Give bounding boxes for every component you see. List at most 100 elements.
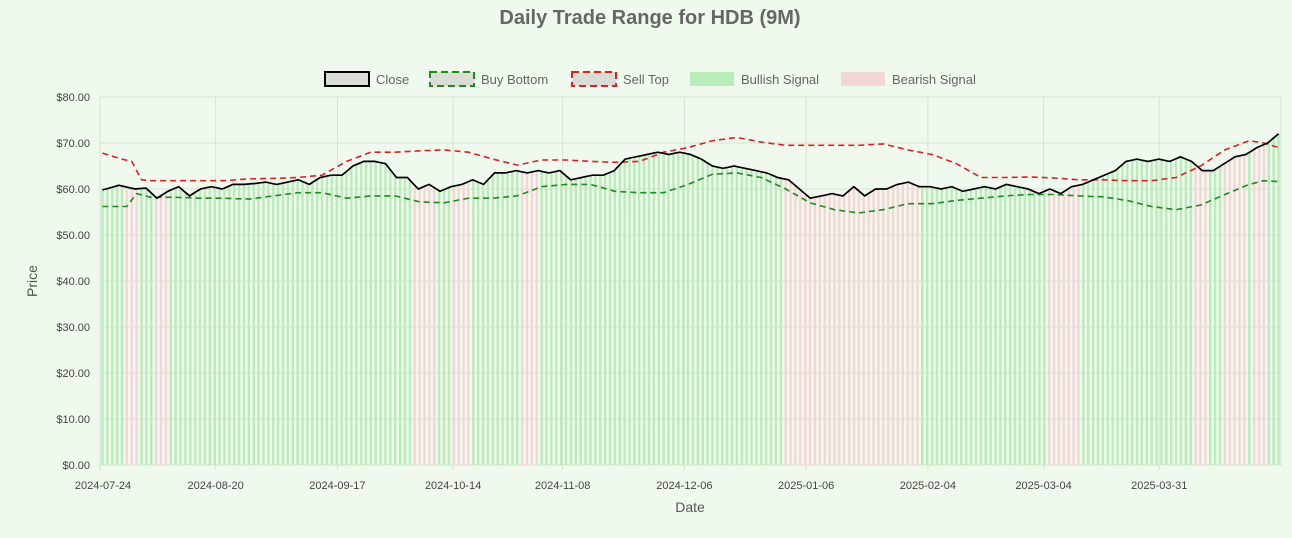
signal-bar-109 bbox=[633, 157, 636, 465]
signal-bar-98 bbox=[579, 177, 582, 466]
signal-bar-159 bbox=[877, 189, 880, 465]
signal-bar-2 bbox=[111, 187, 114, 465]
signal-bar-46 bbox=[325, 176, 329, 465]
legend-item-close[interactable]: Close bbox=[324, 71, 409, 87]
signal-bar-192 bbox=[1038, 193, 1041, 466]
signal-bar-97 bbox=[574, 178, 578, 466]
signal-bar-134 bbox=[755, 170, 758, 465]
signal-bar-68 bbox=[433, 187, 436, 466]
signal-bar-107 bbox=[623, 159, 626, 465]
signal-bar-223 bbox=[1189, 161, 1192, 465]
signal-bar-208 bbox=[1116, 168, 1119, 465]
signal-bar-213 bbox=[1140, 160, 1144, 465]
legend-item-sell-top[interactable]: Sell Top bbox=[571, 71, 669, 87]
signal-bar-18 bbox=[189, 195, 192, 466]
signal-bar-142 bbox=[794, 185, 797, 465]
signal-bar-145 bbox=[808, 198, 812, 465]
signal-bar-80 bbox=[491, 174, 495, 465]
chart-title: Daily Trade Range for HDB (9M) bbox=[499, 7, 800, 29]
signal-bar-67 bbox=[428, 184, 431, 465]
legend-swatch-1 bbox=[429, 71, 475, 87]
signal-bar-57 bbox=[379, 162, 382, 465]
signal-bar-16 bbox=[179, 188, 182, 466]
signal-bar-176 bbox=[960, 190, 963, 465]
signal-bar-133 bbox=[750, 169, 753, 465]
signal-bar-11 bbox=[154, 197, 158, 465]
signal-bar-85 bbox=[516, 170, 519, 466]
signal-bar-21 bbox=[203, 188, 207, 466]
signal-bar-42 bbox=[306, 183, 309, 465]
signal-bar-54 bbox=[364, 161, 368, 465]
signal-bar-216 bbox=[1155, 159, 1158, 466]
signal-bar-153 bbox=[847, 190, 851, 465]
signal-bar-172 bbox=[940, 188, 944, 465]
signal-bar-215 bbox=[1150, 160, 1153, 466]
legend-item-buy-bottom[interactable]: Buy Bottom bbox=[429, 71, 548, 87]
signal-bar-204 bbox=[1096, 177, 1100, 465]
x-tick-label-3: 2024-10-14 bbox=[425, 480, 481, 492]
signal-bar-25 bbox=[223, 188, 226, 465]
signal-bar-210 bbox=[1126, 161, 1129, 466]
signal-bar-29 bbox=[242, 184, 246, 465]
signal-bar-43 bbox=[311, 182, 314, 465]
signal-bar-3 bbox=[115, 185, 119, 465]
signal-bar-143 bbox=[799, 189, 802, 465]
signal-bar-62 bbox=[403, 177, 407, 465]
y-tick-label-8: $80.00 bbox=[56, 92, 90, 104]
x-tick-label-6: 2025-01-06 bbox=[778, 480, 834, 492]
signal-bar-149 bbox=[828, 194, 831, 466]
signal-bar-9 bbox=[145, 188, 148, 465]
signal-bar-90 bbox=[540, 171, 543, 466]
signal-bar-103 bbox=[603, 174, 607, 466]
x-tick-label-8: 2025-03-04 bbox=[1015, 480, 1071, 492]
signal-bar-71 bbox=[447, 187, 451, 465]
signal-bar-47 bbox=[330, 175, 334, 465]
chart-legend[interactable]: Close Buy Bottom Sell Top Bullish Signal Bea… bbox=[324, 71, 976, 87]
legend-item-bullish-signal[interactable]: Bullish Signal bbox=[690, 72, 819, 87]
signal-bar-225 bbox=[1199, 169, 1202, 465]
sell-top-line bbox=[102, 136, 1279, 182]
signal-bar-193 bbox=[1043, 191, 1046, 465]
signal-bar-116 bbox=[667, 154, 670, 465]
signal-bar-171 bbox=[935, 188, 939, 465]
signal-bar-17 bbox=[184, 192, 187, 465]
signal-bar-94 bbox=[559, 171, 563, 465]
signal-bar-96 bbox=[569, 179, 573, 465]
signal-bar-207 bbox=[1111, 171, 1114, 465]
signal-bar-6 bbox=[130, 188, 133, 465]
signal-bar-220 bbox=[1174, 158, 1178, 465]
signal-bar-114 bbox=[657, 152, 660, 465]
legend-label-4: Bearish Signal bbox=[892, 72, 976, 87]
signal-bar-10 bbox=[150, 192, 153, 465]
signal-bar-111 bbox=[642, 155, 646, 465]
signal-bar-86 bbox=[520, 171, 524, 465]
signal-bar-92 bbox=[550, 172, 553, 465]
signal-bar-212 bbox=[1135, 159, 1139, 465]
signal-bar-69 bbox=[437, 190, 441, 465]
y-tick-label-7: $70.00 bbox=[56, 138, 90, 150]
signal-bar-0 bbox=[101, 189, 104, 466]
signal-bar-8 bbox=[140, 188, 143, 466]
signal-bar-230 bbox=[1223, 163, 1227, 466]
signal-bar-167 bbox=[916, 185, 919, 465]
signal-bar-30 bbox=[247, 183, 251, 466]
signal-bar-124 bbox=[706, 163, 709, 465]
signal-bar-155 bbox=[857, 190, 861, 465]
signal-bar-101 bbox=[594, 175, 597, 465]
x-tick-label-2: 2024-09-17 bbox=[309, 480, 365, 492]
signal-bar-35 bbox=[272, 183, 275, 465]
signal-bar-93 bbox=[555, 171, 558, 465]
legend-label-2: Sell Top bbox=[623, 72, 669, 87]
signal-bar-238 bbox=[1262, 144, 1266, 465]
signal-bar-99 bbox=[584, 176, 587, 466]
y-tick-label-5: $50.00 bbox=[56, 230, 90, 242]
signal-bar-156 bbox=[862, 195, 865, 465]
signal-bar-140 bbox=[784, 179, 787, 465]
legend-swatch-3 bbox=[690, 72, 734, 86]
legend-item-bearish-signal[interactable]: Bearish Signal bbox=[841, 72, 976, 87]
x-tick-label-9: 2025-03-31 bbox=[1131, 480, 1187, 492]
signal-bar-240 bbox=[1272, 137, 1275, 465]
buy-bottom-line bbox=[102, 172, 1279, 214]
signal-bar-135 bbox=[760, 171, 763, 465]
